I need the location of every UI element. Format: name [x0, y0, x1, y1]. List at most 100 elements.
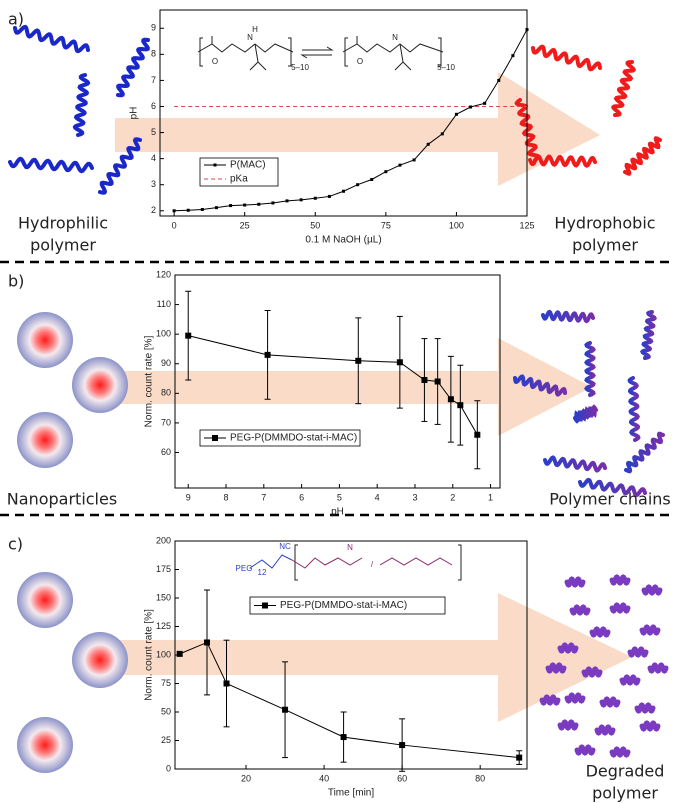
marker — [327, 194, 331, 198]
y-tick-label: 2 — [151, 205, 156, 215]
polymer — [619, 674, 641, 686]
marker — [223, 680, 230, 687]
marker — [186, 208, 190, 212]
structure-label: NC — [279, 542, 291, 551]
x-tick-label: 25 — [240, 220, 250, 230]
x-tick-label: 3 — [412, 492, 417, 502]
panel-label: c) — [8, 535, 23, 554]
polymer — [609, 746, 631, 758]
y-tick-label: 9 — [151, 23, 156, 33]
marker — [285, 199, 289, 203]
marker — [370, 177, 374, 181]
nanoparticle — [17, 717, 73, 773]
marker — [454, 112, 458, 116]
x-tick-label: 2 — [450, 492, 455, 502]
legend-marker — [262, 602, 268, 609]
polymer — [8, 156, 94, 174]
marker — [426, 142, 430, 146]
arrow — [115, 72, 600, 186]
marker — [355, 357, 362, 364]
legend-label: P(MAC) — [230, 160, 266, 171]
marker — [525, 28, 529, 32]
polymer — [528, 154, 597, 168]
polymer — [564, 576, 586, 588]
marker — [396, 359, 403, 366]
caption: Polymer chains — [549, 490, 671, 509]
x-tick-label: 7 — [261, 492, 266, 502]
y-tick-label: 4 — [151, 153, 156, 163]
polymer — [72, 73, 91, 137]
nanoparticle — [72, 632, 128, 688]
y-axis-label: Norm. count rate [%] — [144, 335, 155, 427]
polymer — [609, 574, 631, 586]
legend-label: PEG-P(DMMDO-stat-i-MAC) — [280, 600, 407, 611]
polymer — [543, 455, 607, 473]
marker — [421, 377, 428, 384]
x-tick-label: 9 — [186, 492, 191, 502]
marker — [384, 170, 388, 174]
polymer — [557, 642, 579, 654]
y-tick-label: 100 — [156, 649, 171, 659]
polymer — [116, 37, 150, 98]
legend-marker — [212, 435, 218, 441]
nanoparticle — [17, 412, 73, 468]
caption: polymer — [572, 236, 638, 255]
y-tick-label: 200 — [156, 535, 171, 545]
nanoparticle — [72, 357, 128, 413]
series-line — [174, 29, 528, 212]
polymer — [545, 662, 567, 674]
panel-label: b) — [8, 272, 24, 291]
x-tick-label: 8 — [224, 492, 229, 502]
y-tick-label: 60 — [161, 447, 171, 457]
marker — [516, 754, 523, 761]
y-tick-label: 5 — [151, 127, 156, 137]
x-tick-label: 100 — [449, 220, 464, 230]
polymer — [634, 702, 656, 714]
caption: Hydrophobic — [554, 214, 655, 233]
polymer — [578, 477, 647, 498]
x-tick-label: 80 — [475, 773, 485, 783]
marker — [299, 198, 303, 202]
polymer — [531, 44, 602, 72]
x-tick-label: 1 — [488, 492, 493, 502]
caption: Degraded — [586, 762, 665, 781]
y-tick-label: 3 — [151, 179, 156, 189]
structure-label: 5–10 — [291, 63, 309, 72]
arrow — [115, 593, 632, 722]
marker — [229, 204, 233, 208]
y-tick-label: 0 — [166, 763, 171, 773]
plot-frame — [174, 274, 501, 489]
polymer — [599, 696, 621, 708]
polymer — [573, 404, 598, 424]
y-tick-label: 100 — [156, 329, 171, 339]
caption: Nanoparticles — [7, 490, 117, 509]
polymer — [539, 694, 561, 706]
structure-label: N — [247, 33, 253, 42]
y-tick-label: 125 — [156, 621, 171, 631]
arrow — [115, 338, 592, 436]
marker — [440, 132, 444, 136]
y-tick-label: 50 — [161, 706, 171, 716]
y-tick-label: 7 — [151, 75, 156, 85]
polymer — [581, 666, 603, 678]
x-tick-label: 50 — [310, 220, 320, 230]
legend-box — [199, 157, 279, 187]
marker — [264, 351, 271, 358]
structure — [249, 544, 462, 581]
polymer — [513, 374, 567, 397]
marker — [313, 196, 317, 200]
marker — [342, 189, 345, 193]
polymer — [627, 376, 641, 442]
illustrations — [0, 24, 673, 773]
nanoparticle — [17, 312, 73, 368]
x-tick-label: 6 — [299, 492, 304, 502]
y-tick-label: 25 — [161, 735, 171, 745]
y-tick-label: 110 — [157, 299, 171, 309]
x-tick-label: 4 — [375, 492, 380, 502]
polymer — [639, 624, 661, 636]
polymer — [541, 309, 595, 324]
marker — [282, 706, 289, 713]
x-tick-label: 20 — [241, 773, 251, 783]
polymer — [639, 720, 661, 732]
x-axis-label: Time [min] — [328, 788, 375, 799]
